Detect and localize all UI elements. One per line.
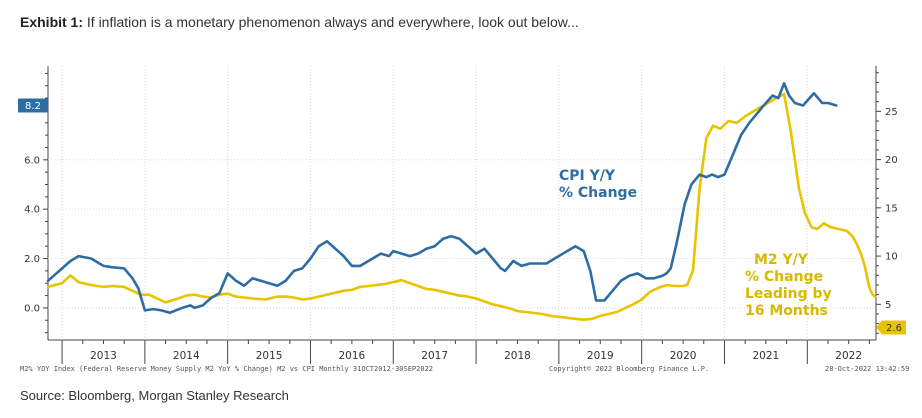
title-label: Exhibit 1: (20, 14, 84, 30)
footnote-right: 28-Oct-2022 13:42:59 (825, 365, 909, 373)
chart-series (46, 82, 877, 321)
left-tick-label: 2.0 (24, 254, 40, 265)
right-tick-label: 20 (885, 155, 898, 166)
chart-axes: 0.0 2.0 4.0 6.0 5 10 15 20 25 2013 2014 2015 2016 201… (18, 66, 906, 364)
m2-annotation-line4: 16 Months (745, 303, 828, 319)
x-year-label: 2022 (835, 350, 862, 362)
left-tick-label: 0.0 (24, 303, 40, 314)
x-year-label: 2016 (339, 350, 366, 362)
x-year-label: 2021 (753, 350, 780, 362)
x-year-label: 2014 (173, 350, 200, 362)
chart-annotations: CPI Y/Y % Change M2 Y/Y % Change Leading… (559, 168, 832, 319)
right-tick-label: 25 (885, 107, 898, 118)
cpi-annotation-line2: % Change (559, 185, 637, 201)
cpi-last-value-label: 8.2 (25, 101, 41, 112)
x-year-label: 2019 (587, 350, 614, 362)
m2-annotation-line1: M2 Y/Y (754, 252, 809, 268)
x-year-label: 2020 (670, 350, 697, 362)
chart-title: Exhibit 1: If inflation is a monetary ph… (20, 14, 579, 30)
right-tick-label: 5 (885, 300, 891, 311)
left-tick-label: 4.0 (24, 205, 40, 216)
cpi-series-line (46, 82, 838, 315)
footnote-left: M2% YOY Index (Federal Reserve Money Sup… (20, 365, 433, 373)
x-year-label: 2017 (421, 350, 448, 362)
source-note: Source: Bloomberg, Morgan Stanley Resear… (20, 388, 289, 403)
x-year-label: 2015 (256, 350, 283, 362)
chart-footnotes: M2% YOY Index (Federal Reserve Money Sup… (20, 365, 909, 373)
x-year-label: 2018 (504, 350, 531, 362)
x-year-label: 2013 (90, 350, 117, 362)
m2-annotation-line2: % Change (745, 269, 823, 285)
m2-last-value-label: 2.6 (886, 323, 902, 334)
left-tick-label: 6.0 (24, 155, 40, 166)
right-tick-label: 15 (885, 203, 898, 214)
title-text: If inflation is a monetary phenomenon al… (83, 14, 579, 30)
cpi-last-value-badge (18, 98, 48, 113)
m2-annotation-line3: Leading by (745, 286, 832, 302)
footnote-center: Copyright© 2022 Bloomberg Finance L.P. (549, 365, 709, 373)
right-tick-label: 10 (885, 252, 898, 263)
m2-last-value-badge (876, 320, 906, 335)
cpi-annotation-line1: CPI Y/Y (559, 168, 616, 184)
